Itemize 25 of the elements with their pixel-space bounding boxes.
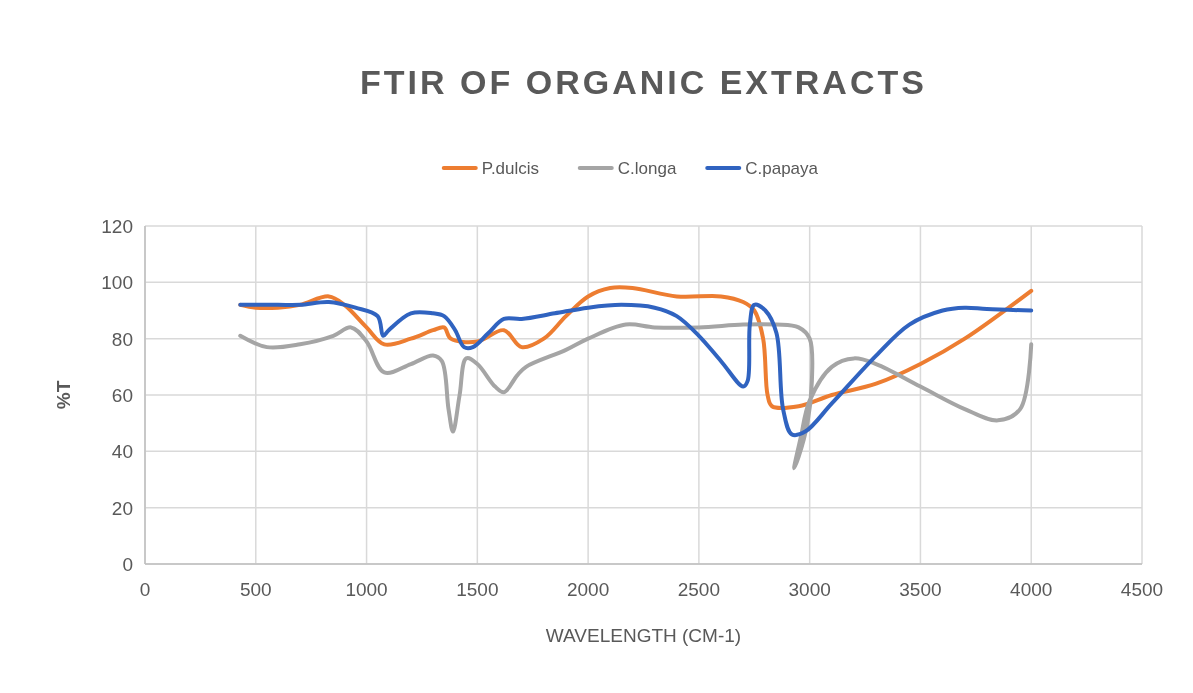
x-tick-label: 4500 <box>1120 579 1164 600</box>
chart-title: FTIR OF ORGANIC EXTRACTS <box>360 63 927 101</box>
legend-label: P.dulcis <box>481 159 540 178</box>
x-tick-label: 500 <box>239 579 272 600</box>
x-tick-label: 3000 <box>788 579 831 600</box>
y-tick-label: 80 <box>111 328 133 350</box>
x-tick-label: 0 <box>139 579 151 600</box>
x-axis-title: WAVELENGTH (CM-1) <box>545 625 742 646</box>
x-tick-label: 4000 <box>1010 579 1053 600</box>
x-tick-label: 1500 <box>456 579 499 600</box>
line-series <box>238 300 1034 437</box>
y-tick-label: 0 <box>122 554 133 575</box>
y-axis-title: %T <box>53 380 74 410</box>
legend-label: C.longa <box>617 159 677 178</box>
y-tick-label: 60 <box>111 385 133 406</box>
y-tick-label: 120 <box>101 216 133 237</box>
x-tick-label: 1000 <box>345 579 388 600</box>
line-series <box>238 322 1034 471</box>
y-tick-label: 20 <box>111 497 133 519</box>
legend-label: C.papaya <box>745 159 819 178</box>
y-tick-label: 100 <box>101 272 133 294</box>
x-tick-label: 3500 <box>899 579 942 600</box>
x-tick-label: 2500 <box>677 579 721 600</box>
y-tick-label: 40 <box>111 441 133 463</box>
x-tick-label: 2000 <box>566 579 610 600</box>
